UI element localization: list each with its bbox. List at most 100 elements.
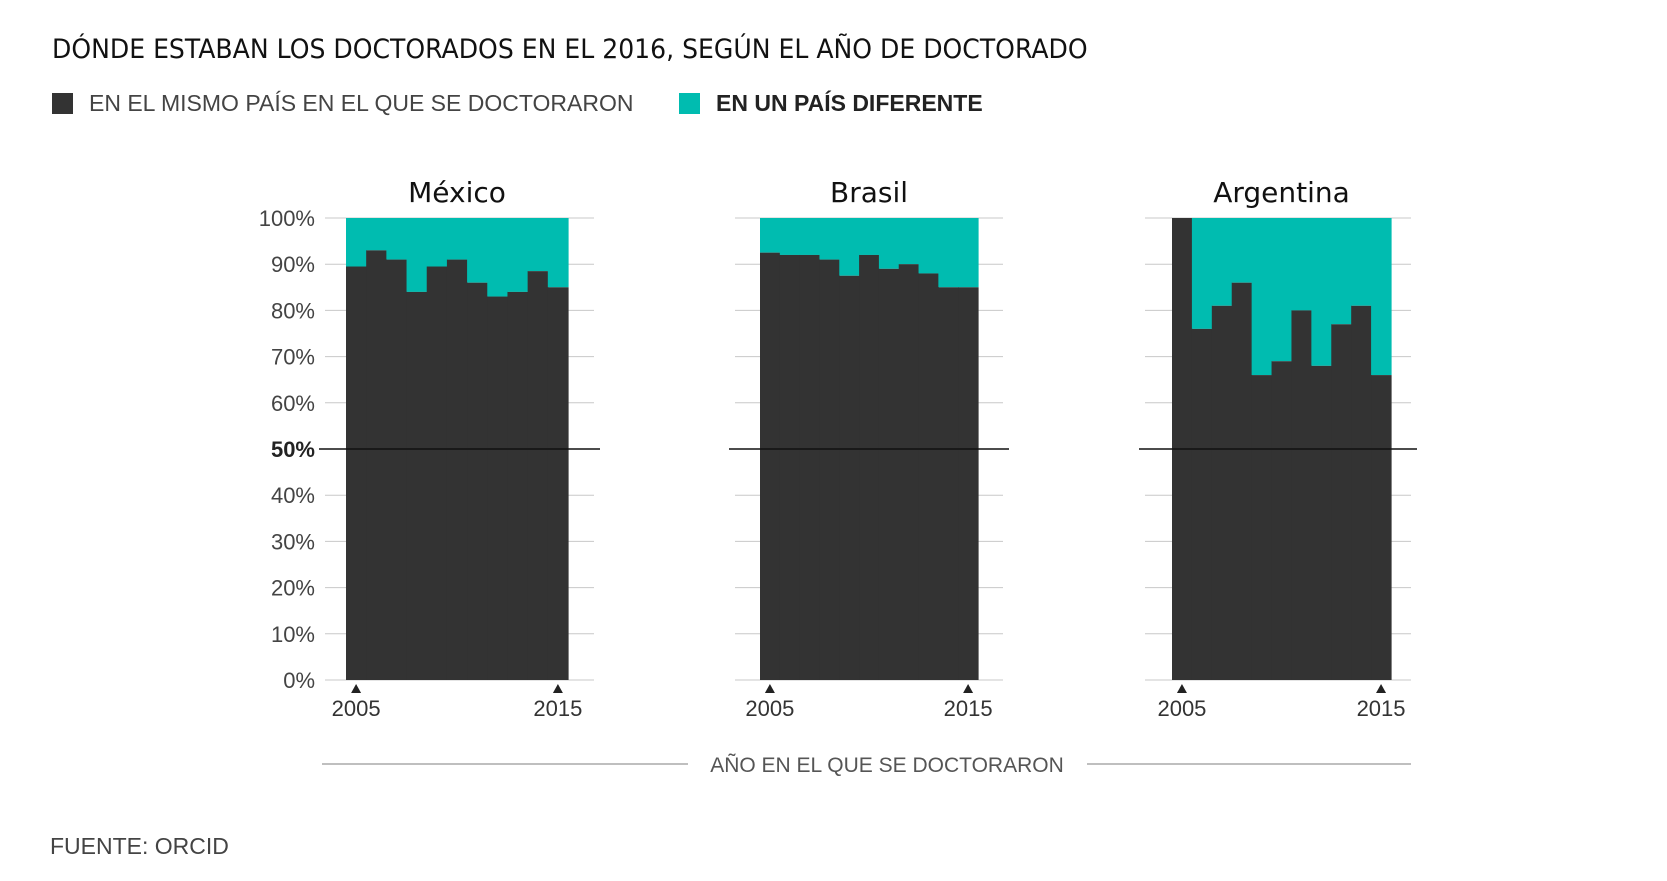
bar-same-2010: [1271, 361, 1293, 680]
bar-same-2006: [1191, 328, 1213, 680]
chart-title: DÓNDE ESTABAN LOS DOCTORADOS EN EL 2016,…: [52, 34, 1088, 65]
bar-different-2011: [1291, 218, 1312, 311]
bar-same-2005: [760, 252, 781, 680]
bar-different-2013: [507, 218, 529, 292]
y-tick-label: 40%: [271, 483, 315, 508]
y-tick-label: 90%: [271, 252, 315, 277]
bar-different-2007: [1211, 218, 1233, 306]
bar-same-2005: [346, 266, 367, 680]
bar-same-2008: [819, 259, 840, 680]
x-tick-label: 2005: [1157, 696, 1206, 721]
bar-same-2012: [1311, 365, 1332, 680]
bar-same-2014: [938, 287, 959, 680]
bar-same-2011: [1291, 310, 1312, 680]
bar-different-2006: [366, 218, 387, 251]
bar-same-2010: [446, 259, 468, 680]
x-tick-marker: [1176, 684, 1187, 693]
legend-item-different: EN UN PAÍS DIFERENTE: [679, 90, 983, 117]
bar-different-2013: [918, 218, 939, 274]
bar-same-2011: [878, 268, 900, 680]
legend-label-same: EN EL MISMO PAÍS EN EL QUE SE DOCTORARON: [89, 90, 634, 116]
x-tick-marker: [1376, 684, 1387, 693]
bar-same-2015: [958, 287, 979, 680]
x-tick-marker: [552, 684, 563, 693]
bar-different-2015: [1371, 218, 1392, 376]
x-tick-label: 2015: [1357, 696, 1406, 721]
bar-same-2006: [779, 254, 801, 680]
bar-different-2012: [1311, 218, 1332, 366]
bar-different-2014: [938, 218, 959, 288]
bar-same-2013: [918, 273, 939, 680]
legend-swatch-different: [679, 93, 700, 114]
bar-different-2008: [1231, 218, 1253, 283]
bar-same-2014: [1351, 305, 1372, 680]
bar-different-2009: [839, 218, 860, 276]
x-tick-marker: [764, 684, 775, 693]
bar-same-2013: [507, 291, 529, 680]
bar-different-2009: [426, 218, 448, 267]
legend-label-different: EN UN PAÍS DIFERENTE: [716, 90, 983, 116]
bar-different-2011: [467, 218, 488, 283]
legend: EN EL MISMO PAÍS EN EL QUE SE DOCTORARON…: [52, 90, 1252, 116]
panel-title: Argentina: [1213, 176, 1350, 209]
y-tick-label: 10%: [271, 622, 315, 647]
bar-different-2013: [1331, 218, 1352, 325]
legend-swatch-same: [52, 93, 73, 114]
bar-different-2009: [1251, 218, 1273, 376]
bar-same-2008: [1231, 282, 1253, 680]
x-tick-label: 2015: [533, 696, 582, 721]
y-tick-label: 70%: [271, 345, 315, 370]
bar-different-2006: [779, 218, 801, 255]
bar-different-2007: [386, 218, 408, 260]
bar-same-2012: [898, 264, 920, 680]
bar-different-2014: [1351, 218, 1372, 306]
bar-same-2009: [1251, 375, 1273, 680]
bar-different-2015: [547, 218, 569, 288]
bar-different-2014: [527, 218, 549, 272]
x-tick-label: 2015: [944, 696, 993, 721]
y-tick-label: 100%: [259, 206, 315, 231]
y-tick-label: 80%: [271, 298, 315, 323]
bar-same-2006: [366, 250, 387, 680]
bar-different-2012: [898, 218, 920, 265]
source-note: FUENTE: ORCID: [50, 833, 229, 859]
bar-different-2007: [799, 218, 821, 255]
panel-title: México: [408, 176, 506, 209]
bar-different-2010: [859, 218, 880, 255]
bar-same-2009: [839, 275, 860, 680]
x-axis-title: AÑO EN EL QUE SE DOCTORARON: [710, 753, 1064, 777]
bar-different-2008: [819, 218, 840, 260]
bar-different-2010: [1271, 218, 1293, 362]
bar-different-2005: [760, 218, 781, 253]
bar-same-2014: [527, 271, 549, 680]
x-tick-label: 2005: [332, 696, 381, 721]
bar-different-2005: [346, 218, 367, 267]
bar-same-2011: [467, 282, 488, 680]
bar-different-2010: [446, 218, 468, 260]
bar-different-2006: [1191, 218, 1213, 329]
y-tick-label: 30%: [271, 529, 315, 554]
panel-title: Brasil: [830, 176, 908, 209]
bar-different-2008: [406, 218, 428, 292]
y-tick-label: 60%: [271, 391, 315, 416]
y-tick-label: 50%: [271, 437, 315, 462]
bar-same-2008: [406, 291, 428, 680]
bar-different-2015: [958, 218, 979, 288]
y-tick-label: 20%: [271, 576, 315, 601]
y-tick-label: 0%: [283, 668, 315, 693]
bar-same-2007: [799, 254, 821, 680]
bar-same-2010: [859, 254, 880, 680]
bar-different-2011: [878, 218, 900, 269]
legend-item-same: EN EL MISMO PAÍS EN EL QUE SE DOCTORARON: [52, 90, 633, 117]
bar-same-2007: [386, 259, 408, 680]
bar-same-2007: [1211, 305, 1233, 680]
x-tick-marker: [963, 684, 974, 693]
x-tick-label: 2005: [745, 696, 794, 721]
x-tick-marker: [351, 684, 362, 693]
bar-same-2015: [1371, 375, 1392, 680]
bar-same-2013: [1331, 324, 1352, 680]
bar-same-2012: [487, 296, 509, 680]
bar-same-2009: [426, 266, 448, 680]
bar-same-2015: [547, 287, 569, 680]
